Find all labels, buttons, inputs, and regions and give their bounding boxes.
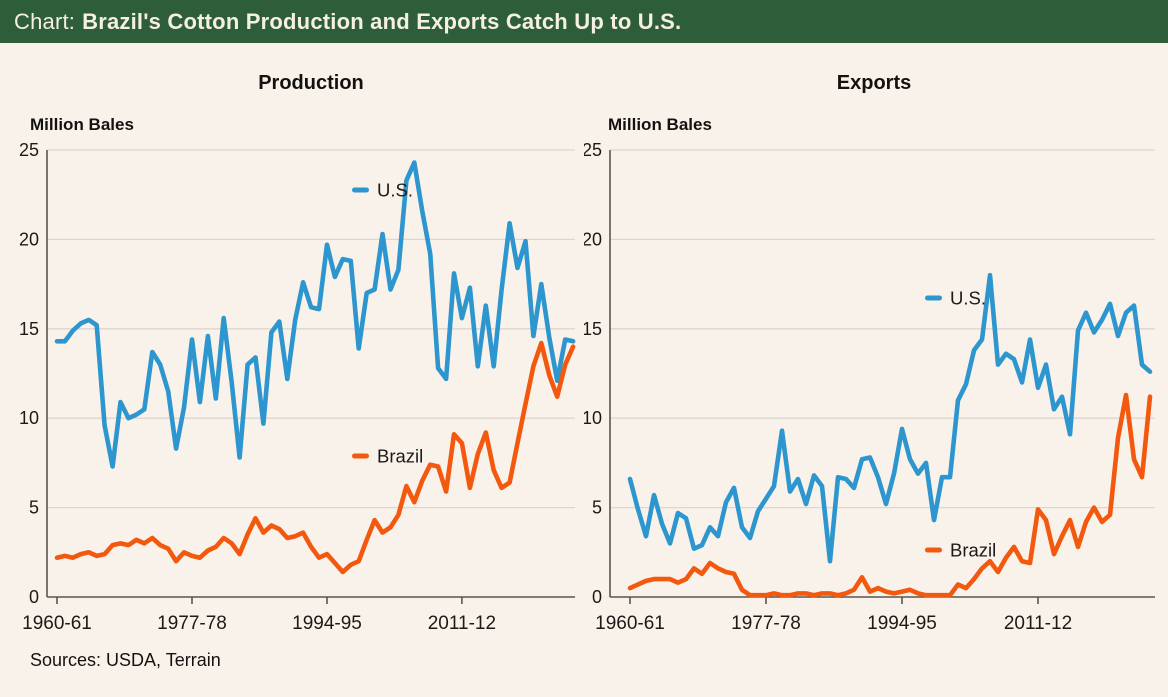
brazil-line <box>54 340 576 575</box>
brazil-legend-label: Brazil <box>377 446 423 467</box>
y-tick-label: 0 <box>592 587 602 607</box>
y-tick-label: 5 <box>592 498 602 518</box>
y-tick-label: 0 <box>29 587 39 607</box>
y-tick-label: 25 <box>584 140 602 160</box>
us-legend-swatch <box>352 187 369 193</box>
y-tick-label: 5 <box>29 498 39 518</box>
brazil-legend-swatch <box>352 453 369 459</box>
header-prefix: Chart: <box>14 8 76 34</box>
brazil-line <box>627 392 1153 598</box>
production-chart-title: Production <box>258 72 364 94</box>
us-legend-label: U.S. <box>950 288 986 309</box>
exports-y-unit-label: Million Bales <box>608 115 712 134</box>
us-legend-label: U.S. <box>377 180 413 201</box>
x-tick-label: 2011-12 <box>1004 613 1072 634</box>
source-note: Sources: USDA, Terrain <box>30 650 221 670</box>
production-y-unit-label: Million Bales <box>30 115 134 134</box>
page-title: Brazil's Cotton Production and Exports C… <box>82 8 682 34</box>
exports-chart: 0 5 10 15 20 25 1960-61 1977-78 1994-95 2011-12 U.… <box>584 140 1155 634</box>
x-tick-label: 1977-78 <box>731 613 801 634</box>
y-tick-label: 25 <box>19 140 39 160</box>
brazil-legend-swatch <box>925 547 942 553</box>
us-legend-swatch <box>925 295 942 301</box>
x-tick-label: 1994-95 <box>292 613 362 634</box>
x-tick-label: 2011-12 <box>428 613 496 634</box>
y-tick-label: 20 <box>19 229 39 249</box>
exports-chart-title: Exports <box>836 72 912 94</box>
brazil-legend-label: Brazil <box>950 540 996 561</box>
x-tick-label: 1994-95 <box>867 613 937 634</box>
y-tick-label: 15 <box>584 319 602 339</box>
y-tick-label: 10 <box>19 408 39 428</box>
production-chart: 0 5 10 15 20 25 1960-61 1977-78 1994-95 2011-12 U.… <box>19 140 576 634</box>
header-bar: Chart: Brazil's Cotton Production and Ex… <box>0 0 1168 43</box>
y-tick-label: 20 <box>584 229 602 249</box>
x-tick-label: 1977-78 <box>157 613 227 634</box>
y-tick-label: 10 <box>584 408 602 428</box>
us-line <box>627 272 1153 564</box>
y-tick-label: 15 <box>19 319 39 339</box>
x-tick-label: 1960-61 <box>595 613 665 634</box>
x-tick-label: 1960-61 <box>22 613 92 634</box>
us-line <box>54 160 576 469</box>
